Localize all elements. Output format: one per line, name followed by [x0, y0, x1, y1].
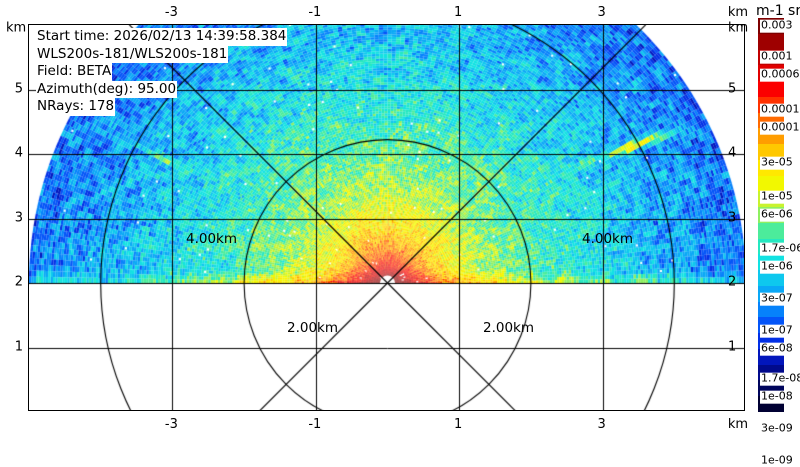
colorbar-tick-2: 0.0006 [760, 67, 800, 82]
colorbar-tick-0: 0.003 [760, 18, 794, 33]
range-ring-label-2: 2.00km [287, 320, 339, 336]
colorbar: 0.003 0.001 0.0006 0.00017 0.0001 3e-05 1e-05 6… [758, 18, 800, 467]
rhi-display-window: Start time: 2026/02/13 14:39:58.384 WLS2… [6, 3, 800, 467]
y-tick-right-4: 4 [728, 145, 737, 161]
colorbar-tick-15: 3e-09 [760, 421, 794, 436]
overlay-start-time: Start time: 2026/02/13 14:39:58.384 [36, 28, 288, 46]
colorbar-segment-4 [758, 81, 784, 97]
colorbar-segment-16 [758, 270, 784, 286]
x-tick-bottom--1: -1 [308, 417, 322, 432]
colorbar-tick-8: 1.7e-06 [760, 242, 800, 256]
colorbar-tick-16: 1e-09 [760, 453, 794, 467]
colorbar-tick-6: 1e-05 [760, 189, 794, 204]
colorbar-tick-5: 3e-05 [760, 155, 794, 170]
range-ring-label-0: 4.00km [186, 231, 238, 247]
overlay-instrument: WLS200s-181/WLS200s-181 [36, 45, 229, 63]
colorbar-segment-1 [758, 33, 784, 50]
scan-metadata-overlay: Start time: 2026/02/13 14:39:58.384 WLS2… [36, 28, 288, 116]
x-tick-top--1: -1 [308, 5, 322, 20]
colorbar-tick-10: 3e-07 [760, 291, 794, 306]
y-tick-left-1: 1 [14, 339, 23, 354]
colorbar-tick-7: 6e-06 [760, 207, 794, 222]
colorbar-segment-10 [758, 175, 784, 192]
range-ring-label-1: 4.00km [582, 231, 634, 247]
y-unit-right: km [728, 20, 749, 36]
y-unit-left: km [6, 20, 27, 36]
colorbar-tick-1: 0.001 [760, 49, 794, 64]
colorbar-tick-9: 1e-06 [760, 259, 794, 274]
y-tick-left-5: 5 [14, 81, 23, 96]
colorbar-tick-14: 1e-08 [760, 389, 794, 404]
colorbar-segment-13 [758, 222, 784, 239]
x-tick-top-3: 3 [597, 5, 606, 20]
y-tick-right-1: 1 [728, 339, 737, 354]
colorbar-tick-12: 6e-08 [760, 341, 794, 356]
y-tick-right-2: 2 [728, 274, 737, 290]
y-tick-left-4: 4 [14, 145, 23, 161]
x-unit-bottom: km [727, 417, 749, 432]
range-ring-label-3: 2.00km [483, 320, 535, 336]
x-unit-top: km [727, 5, 749, 20]
x-tick-bottom--3: -3 [164, 417, 178, 432]
y-tick-right-5: 5 [728, 81, 737, 96]
y-tick-right-3: 3 [728, 210, 737, 225]
x-tick-bottom-3: 3 [597, 417, 606, 432]
overlay-nrays: NRays: 178 [36, 98, 116, 116]
x-tick-bottom-1: 1 [454, 417, 463, 432]
x-tick-top-1: 1 [454, 5, 463, 20]
colorbar-title: m-1 sr-1 [756, 3, 800, 19]
x-tick-top--3: -3 [164, 5, 178, 20]
colorbar-tick-4: 0.0001 [760, 120, 800, 135]
colorbar-tick-13: 1.7e-08 [760, 372, 800, 386]
y-tick-left-2: 2 [14, 274, 23, 290]
y-tick-left-3: 3 [14, 210, 23, 225]
colorbar-tick-3: 0.00017 [760, 103, 800, 117]
colorbar-segment-8 [758, 144, 784, 160]
overlay-azimuth: Azimuth(deg): 95.00 [36, 80, 178, 98]
overlay-field: Field: BETA [36, 63, 113, 81]
colorbar-segment-18 [758, 301, 784, 318]
colorbar-tick-11: 1e-07 [760, 323, 794, 338]
